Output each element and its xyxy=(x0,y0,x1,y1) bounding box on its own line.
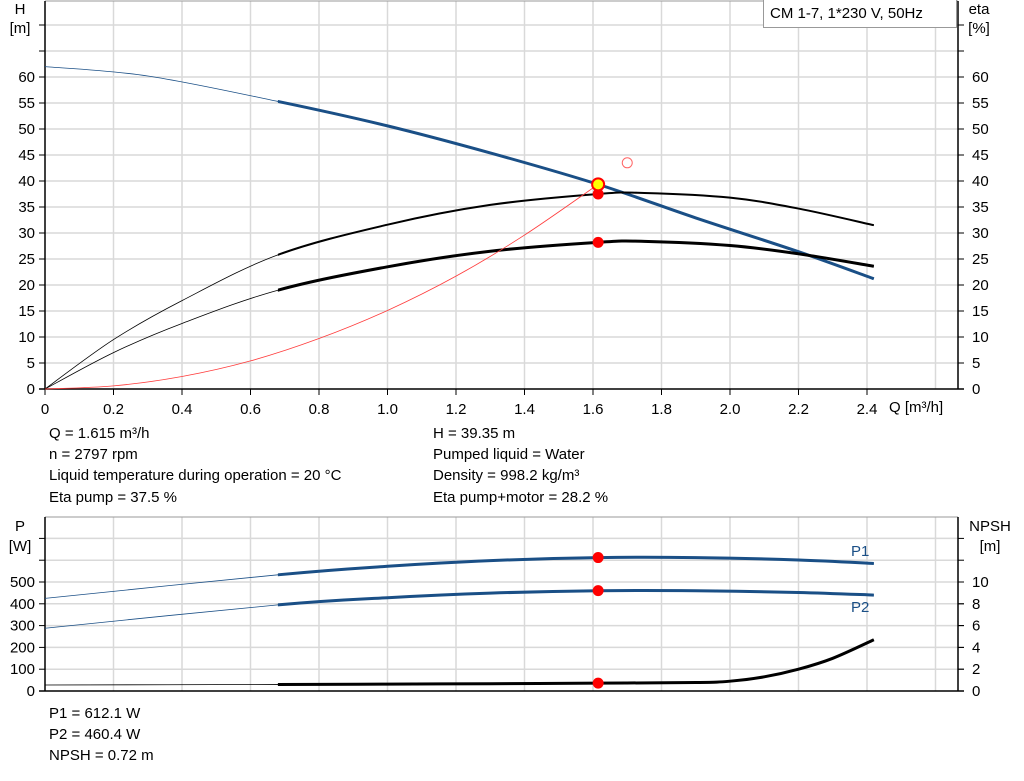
y-tick-label: 400 xyxy=(10,596,35,613)
q-axis-label: Q [m³/h] xyxy=(889,399,944,416)
y2-tick-label: 6 xyxy=(972,618,980,635)
info-head: H = 39.35 m xyxy=(433,425,516,442)
info-eta-pump-motor: Eta pump+motor = 28.2 % xyxy=(433,489,609,506)
x-tick-label: 1.6 xyxy=(583,401,604,418)
info-p2: P2 = 460.4 W xyxy=(49,726,141,743)
y2-tick-label: 25 xyxy=(972,251,989,268)
x-tick-label: 1.0 xyxy=(377,401,398,418)
y2-tick-label: 0 xyxy=(972,683,980,700)
y-tick-label: 55 xyxy=(18,95,35,112)
eta-pump-motor-curve-extended xyxy=(44,240,874,390)
y-tick-label: 0 xyxy=(27,683,35,700)
eta-pump-curve xyxy=(277,191,875,256)
y2-tick-label: 4 xyxy=(972,639,980,656)
x-tick-label: 1.4 xyxy=(514,401,535,418)
h-axis-unit: [m] xyxy=(9,20,31,37)
y2-tick-label: 10 xyxy=(972,329,989,346)
p1-curve xyxy=(277,555,874,577)
y-tick-label: 5 xyxy=(27,355,35,372)
y2-tick-label: 20 xyxy=(972,277,989,294)
y2-tick-label: 40 xyxy=(972,173,989,190)
npsh-axis-title: NPSH xyxy=(969,518,1011,535)
h-axis-title: H xyxy=(14,1,26,18)
eta-axis-title: eta xyxy=(968,1,990,18)
y2-tick-label: 45 xyxy=(972,147,989,164)
y-tick-label: 100 xyxy=(10,661,35,678)
x-tick-label: 0.6 xyxy=(240,401,261,418)
operating-point-marker xyxy=(592,188,604,200)
y-tick-label: 0 xyxy=(27,381,35,398)
operating-point-marker xyxy=(592,236,604,248)
operating-point-marker xyxy=(592,677,604,689)
y2-tick-label: 55 xyxy=(972,95,989,112)
y2-tick-label: 8 xyxy=(972,596,980,613)
x-tick-label: 1.8 xyxy=(651,401,672,418)
y-tick-label: 60 xyxy=(18,69,35,86)
p1-series-label: P1 xyxy=(851,543,870,560)
y2-tick-label: 10 xyxy=(972,574,989,591)
pump-model-legend: CM 1-7, 1*230 V, 50Hz xyxy=(763,0,957,28)
y-tick-label: 45 xyxy=(18,147,35,164)
info-density: Density = 998.2 kg/m³ xyxy=(433,467,580,484)
operating-point-marker xyxy=(592,585,604,597)
info-speed: n = 2797 rpm xyxy=(49,446,138,463)
y-tick-label: 30 xyxy=(18,225,35,242)
x-tick-label: 2.2 xyxy=(788,401,809,418)
p2-curve xyxy=(277,588,874,607)
info-liquid-temp: Liquid temperature during operation = 20… xyxy=(49,467,342,484)
y2-tick-label: 50 xyxy=(972,121,989,138)
y-tick-label: 20 xyxy=(18,277,35,294)
info-p1: P1 = 612.1 W xyxy=(49,705,141,722)
y2-tick-label: 0 xyxy=(972,381,980,398)
eta-pump-curve-extended xyxy=(44,192,874,390)
x-tick-label: 0 xyxy=(41,401,49,418)
y-tick-label: 25 xyxy=(18,251,35,268)
p-axis-title: P xyxy=(14,518,25,535)
x-tick-label: 0.4 xyxy=(172,401,193,418)
info-eta-pump: Eta pump = 37.5 % xyxy=(49,489,177,506)
y-tick-label: 15 xyxy=(18,303,35,320)
y-tick-label: 300 xyxy=(10,618,35,635)
info-liquid: Pumped liquid = Water xyxy=(433,446,585,463)
y-tick-label: 40 xyxy=(18,173,35,190)
p2-curve-extended xyxy=(44,590,874,629)
y2-tick-label: 2 xyxy=(972,661,980,678)
x-tick-label: 2.4 xyxy=(857,401,878,418)
y-tick-label: 50 xyxy=(18,121,35,138)
p2-series-label: P2 xyxy=(851,599,870,616)
y-tick-label: 500 xyxy=(10,574,35,591)
y2-tick-label: 15 xyxy=(972,303,989,320)
operating-point-marker xyxy=(592,552,604,564)
y-tick-label: 200 xyxy=(10,639,35,656)
x-tick-label: 0.8 xyxy=(309,401,330,418)
p-axis-unit: [W] xyxy=(8,538,32,555)
requested-point-marker xyxy=(621,157,633,169)
info-flow: Q = 1.615 m³/h xyxy=(49,425,150,442)
npsh-curve xyxy=(277,638,875,686)
eta-axis-unit: [%] xyxy=(968,20,990,37)
npsh-axis-unit: [m] xyxy=(979,538,1001,555)
x-tick-label: 1.2 xyxy=(446,401,467,418)
system-curve-curve xyxy=(44,184,599,390)
y2-tick-label: 60 xyxy=(972,69,989,86)
y2-tick-label: 35 xyxy=(972,199,989,216)
duty-point-marker xyxy=(591,177,606,192)
y2-tick-label: 30 xyxy=(972,225,989,242)
y-tick-label: 35 xyxy=(18,199,35,216)
x-tick-label: 0.2 xyxy=(103,401,124,418)
y2-tick-label: 5 xyxy=(972,355,980,372)
eta-pump-motor-curve xyxy=(277,239,875,292)
x-tick-label: 2.0 xyxy=(720,401,741,418)
info-npsh: NPSH = 0.72 m xyxy=(49,747,154,764)
h-curve xyxy=(277,99,875,281)
y-tick-label: 10 xyxy=(18,329,35,346)
